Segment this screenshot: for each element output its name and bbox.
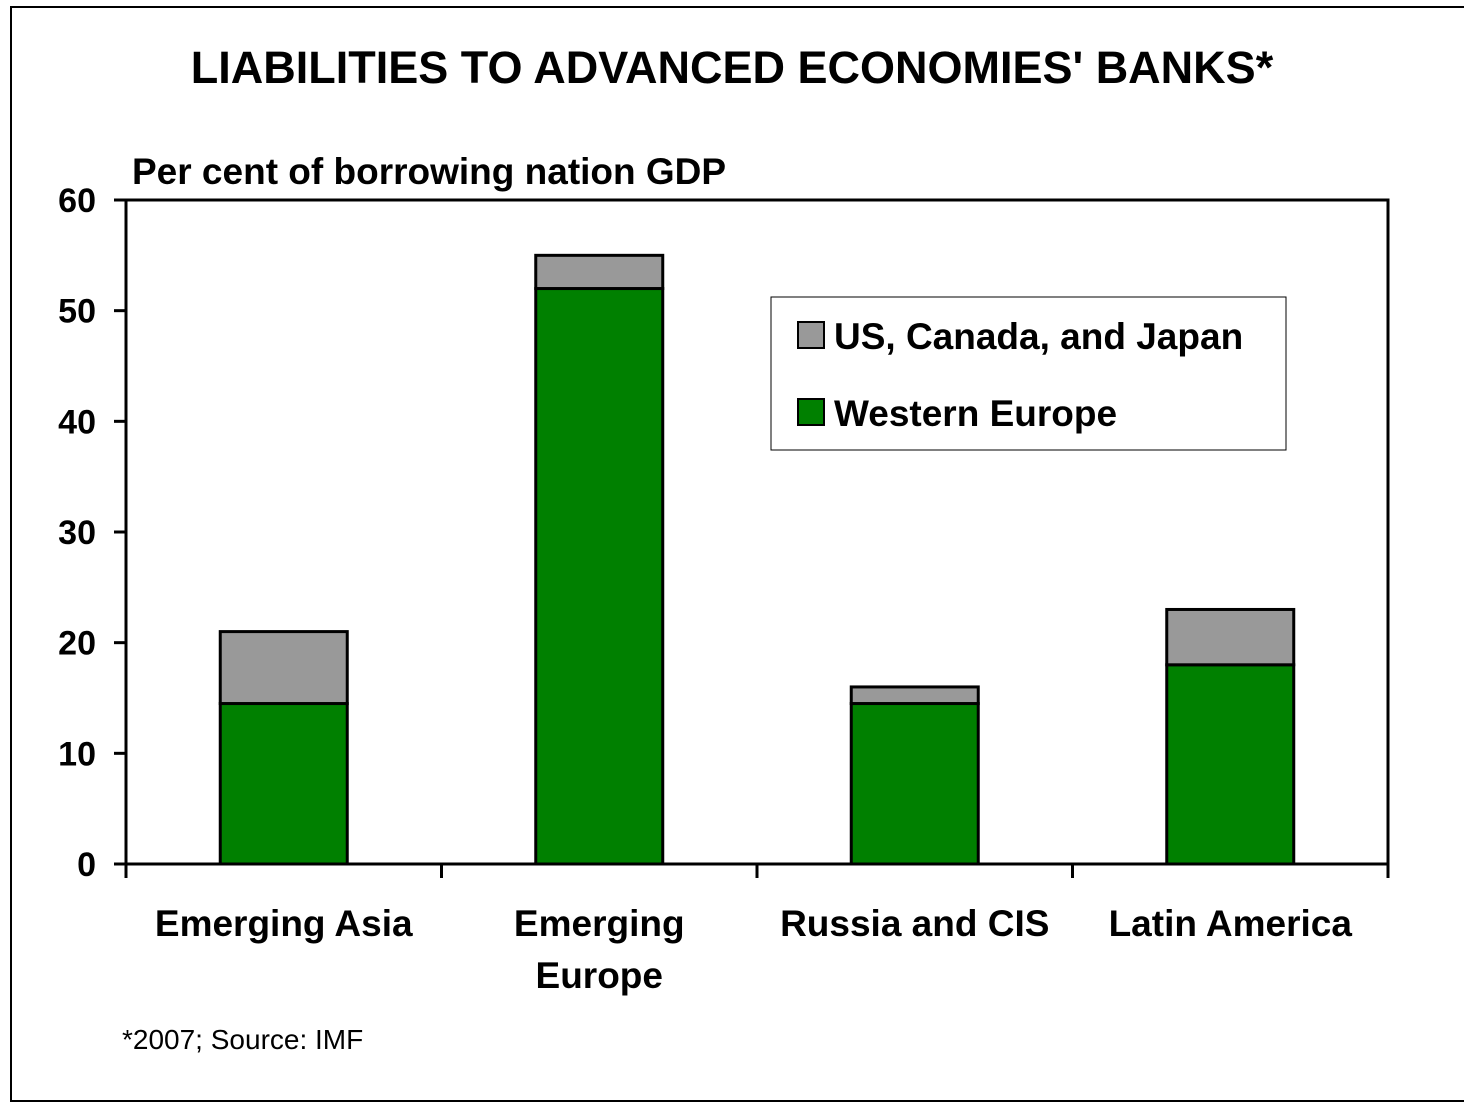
x-tick-label: Europe (536, 955, 663, 996)
y-tick-label: 40 (58, 403, 96, 441)
y-tick-label: 0 (77, 846, 96, 884)
legend-swatch (797, 398, 825, 426)
bar-segment (849, 685, 980, 706)
y-axis-label: Per cent of borrowing nation GDP (132, 151, 727, 192)
x-tick-label: Emerging Asia (155, 903, 413, 944)
y-tick-label: 10 (58, 735, 96, 773)
y-tick-label: 50 (58, 293, 96, 331)
legend-swatch (797, 321, 825, 349)
chart-title: LIABILITIES TO ADVANCED ECONOMIES' BANKS… (190, 42, 1274, 93)
bar-segment (1165, 663, 1296, 866)
bar-segment (218, 630, 349, 706)
bar-segment (218, 702, 349, 866)
chart-frame (10, 6, 1464, 1102)
y-tick-label: 30 (58, 514, 96, 552)
y-tick-label: 20 (58, 625, 96, 663)
bar-segment (849, 702, 980, 866)
x-tick-label: Russia and CIS (780, 903, 1049, 944)
bar-segment (1165, 607, 1296, 667)
legend-label: Western Europe (834, 393, 1117, 434)
bar-segment (534, 287, 665, 866)
legend-box (770, 296, 1287, 451)
x-tick-label: Emerging (514, 903, 685, 944)
footnote: *2007; Source: IMF (122, 1024, 364, 1055)
bar-segment (534, 253, 665, 291)
legend-label: US, Canada, and Japan (834, 316, 1243, 357)
x-tick-label: Latin America (1109, 903, 1353, 944)
y-tick-label: 60 (58, 182, 96, 220)
